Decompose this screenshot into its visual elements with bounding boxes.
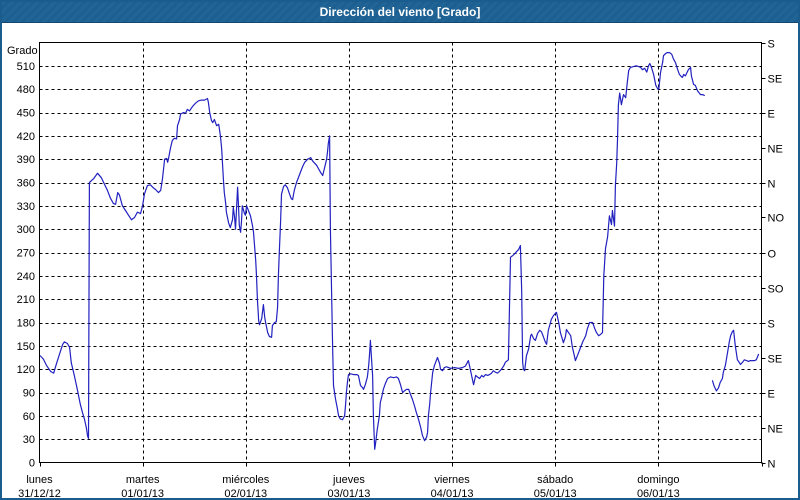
day-date-label: 02/01/13 bbox=[224, 488, 267, 499]
compass-label: NE bbox=[768, 424, 783, 436]
y-axis-tick-label: 450 bbox=[17, 108, 35, 120]
y-axis-tick-label: 480 bbox=[17, 84, 35, 96]
day-weekday-label: miércoles bbox=[222, 474, 270, 486]
compass-label: S bbox=[768, 319, 775, 331]
day-weekday-label: jueves bbox=[332, 474, 365, 486]
compass-label: NE bbox=[768, 144, 783, 156]
day-date-label: 04/01/13 bbox=[431, 488, 474, 499]
y-axis-tick-label: 60 bbox=[23, 411, 35, 423]
day-date-label: 06/01/13 bbox=[637, 488, 680, 499]
compass-label: N bbox=[768, 459, 776, 471]
y-axis-tick-label: 0 bbox=[29, 458, 35, 470]
y-axis-tick-label: 390 bbox=[17, 154, 35, 166]
wind-direction-chart: 0 30 60 90 120 150 180 210 240 270 300 330 360 390 420… bbox=[7, 39, 785, 499]
wind-direction-line bbox=[39, 51, 705, 450]
compass-label: O bbox=[768, 249, 777, 261]
day-date-label: 01/01/13 bbox=[121, 488, 164, 499]
compass-label: E bbox=[768, 109, 775, 121]
y-axis-tick-label: 90 bbox=[23, 388, 35, 400]
day-weekday-label: sábado bbox=[537, 474, 573, 486]
y-axis-tick-label: 300 bbox=[17, 224, 35, 236]
y-axis-tick-label: 30 bbox=[23, 434, 35, 446]
y-axis-tick-label: 270 bbox=[17, 248, 35, 260]
title-bar: Dirección del viento [Grado] bbox=[2, 2, 798, 23]
compass-label: E bbox=[768, 389, 775, 401]
chart-title: Dirección del viento [Grado] bbox=[319, 5, 481, 19]
day-weekday-label: lunes bbox=[26, 474, 53, 486]
y-axis-tick-label: 330 bbox=[17, 201, 35, 213]
compass-label: SE bbox=[768, 74, 783, 86]
y-axis-tick-label: 120 bbox=[17, 364, 35, 376]
compass-label: SE bbox=[768, 354, 783, 366]
y-axis-tick-label: 420 bbox=[17, 131, 35, 143]
y-axis-tick-label: 180 bbox=[17, 318, 35, 330]
day-date-label: 05/01/13 bbox=[534, 488, 577, 499]
day-date-label: 31/12/12 bbox=[18, 488, 61, 499]
plot-border bbox=[39, 42, 762, 463]
y-axis-tick-label: 510 bbox=[17, 61, 35, 73]
day-weekday-label: domingo bbox=[637, 474, 679, 486]
y-axis-tick-label: 360 bbox=[17, 178, 35, 190]
day-date-label: 03/01/13 bbox=[328, 488, 371, 499]
y-axis-tick-label: 210 bbox=[17, 294, 35, 306]
wind-direction-line bbox=[711, 329, 760, 392]
compass-label: N bbox=[768, 179, 776, 191]
day-weekday-label: martes bbox=[126, 474, 160, 486]
compass-label: NO bbox=[768, 213, 785, 225]
y-axis-title: Grado bbox=[7, 45, 38, 57]
day-weekday-label: viernes bbox=[434, 474, 470, 486]
chart-area: 0 30 60 90 120 150 180 210 240 270 300 330 360 390 420… bbox=[2, 23, 798, 498]
compass-label: S bbox=[768, 39, 775, 51]
y-axis-tick-label: 150 bbox=[17, 341, 35, 353]
compass-label: SO bbox=[768, 284, 784, 296]
y-axis-tick-label: 240 bbox=[17, 271, 35, 283]
